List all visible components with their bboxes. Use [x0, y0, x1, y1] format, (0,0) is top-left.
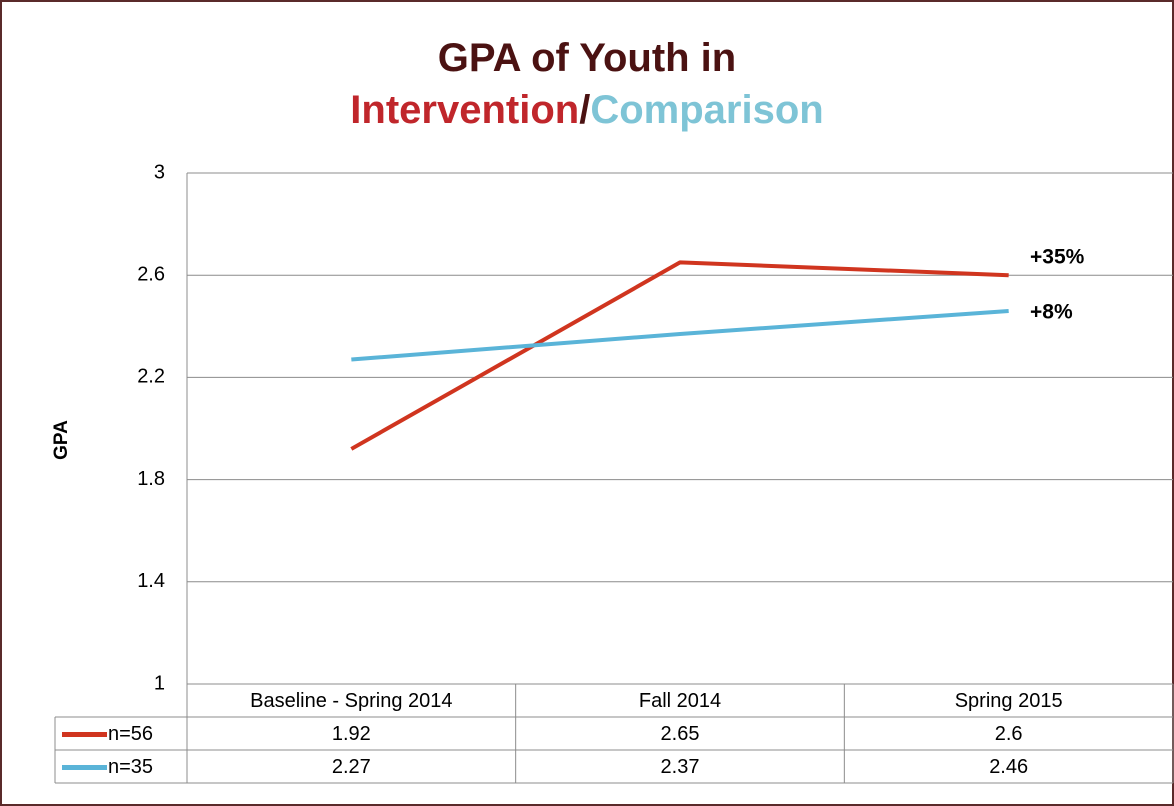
y-tick-label: 2.6 — [137, 263, 165, 285]
series-line — [351, 308, 1009, 362]
table-value: 2.37 — [661, 756, 700, 778]
y-axis-label: GPA — [51, 420, 72, 460]
y-tick-label: 1 — [154, 672, 165, 694]
y-tick-label: 1.8 — [137, 468, 165, 490]
legend-label: n=35 — [108, 756, 153, 778]
chart-title: GPA of Youth in — [438, 36, 736, 80]
y-tick-label: 2.2 — [137, 366, 165, 388]
table-value: 2.6 — [995, 723, 1023, 745]
series-line — [350, 260, 1009, 451]
table-value: 2.46 — [989, 756, 1028, 778]
title-part: Comparison — [590, 88, 823, 132]
y-tick-label: 1.4 — [137, 570, 165, 592]
table-value: 2.27 — [332, 756, 371, 778]
y-tick-label: 3 — [154, 161, 165, 183]
table-value: 1.92 — [332, 723, 371, 745]
annotation: +8% — [1030, 301, 1073, 324]
annotation: +35% — [1030, 246, 1085, 269]
title-part: / — [579, 88, 590, 132]
table-value: 2.65 — [661, 723, 700, 745]
x-tick-label: Spring 2015 — [955, 690, 1063, 712]
x-tick-label: Fall 2014 — [639, 690, 721, 712]
chart-title: Intervention/Comparison — [350, 88, 823, 132]
legend-label: n=56 — [108, 723, 153, 745]
x-tick-label: Baseline - Spring 2014 — [250, 690, 452, 712]
title-part: GPA of Youth in — [438, 36, 736, 80]
title-part: Intervention — [350, 88, 579, 132]
